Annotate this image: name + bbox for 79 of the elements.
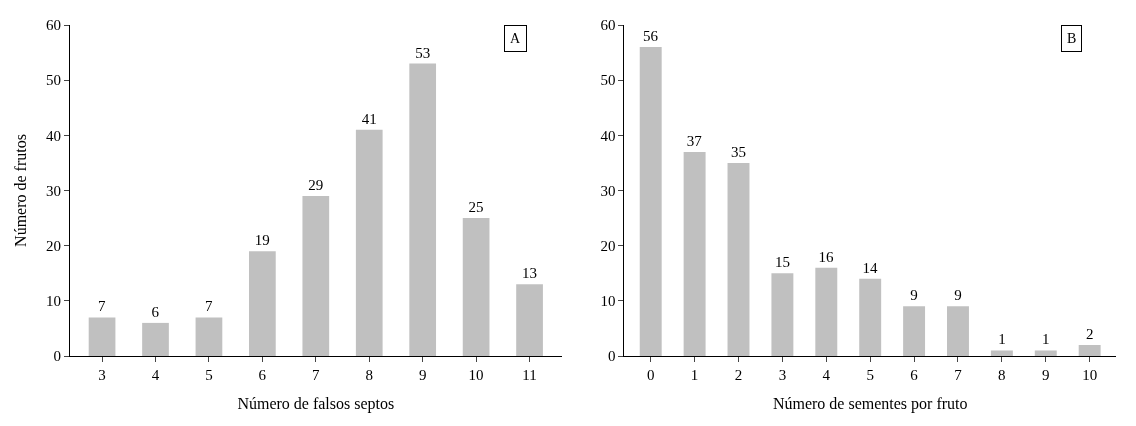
bar bbox=[947, 306, 969, 356]
x-tick-label: 0 bbox=[646, 367, 655, 383]
data-label: 1 bbox=[998, 331, 1006, 348]
bar bbox=[142, 322, 169, 356]
bar bbox=[639, 47, 662, 356]
y-tick-label: 10 bbox=[46, 293, 61, 310]
bar bbox=[1034, 350, 1057, 356]
x-tick-label: 4 bbox=[822, 367, 831, 383]
x-tick-label: 11 bbox=[522, 367, 537, 383]
bar bbox=[88, 317, 116, 356]
y-tick-label: 20 bbox=[600, 237, 616, 254]
data-label: 6 bbox=[151, 303, 160, 320]
x-tick-label: 6 bbox=[910, 367, 919, 383]
x-tick-label: 7 bbox=[954, 367, 963, 383]
data-label: 9 bbox=[954, 287, 962, 304]
data-label: 7 bbox=[204, 298, 213, 315]
data-label: 53 bbox=[415, 44, 431, 61]
bar bbox=[683, 151, 706, 356]
bar bbox=[462, 218, 490, 356]
x-tick-label: 8 bbox=[365, 367, 373, 383]
bar bbox=[302, 196, 330, 356]
x-tick-label: 7 bbox=[312, 367, 321, 383]
bar bbox=[859, 278, 882, 356]
y-tick-label: 60 bbox=[600, 17, 616, 34]
data-label: 25 bbox=[468, 199, 484, 216]
y-tick-label: 20 bbox=[46, 237, 61, 254]
x-tick-label: 2 bbox=[734, 367, 743, 383]
x-tick-label: 5 bbox=[866, 367, 874, 383]
y-tick-label: 10 bbox=[600, 293, 616, 310]
data-label: 37 bbox=[686, 132, 703, 149]
bar bbox=[815, 267, 838, 356]
x-tick-label: 4 bbox=[151, 367, 160, 383]
x-tick-label: 10 bbox=[1082, 367, 1098, 383]
bar bbox=[727, 162, 750, 356]
x-tick-label: 1 bbox=[690, 367, 699, 383]
bar bbox=[195, 317, 223, 356]
data-label: 14 bbox=[862, 259, 878, 276]
y-tick-label: 0 bbox=[607, 348, 616, 365]
bar bbox=[355, 129, 383, 356]
y-tick-label: 40 bbox=[46, 127, 61, 144]
y-tick-label: 60 bbox=[46, 17, 61, 34]
data-label: 19 bbox=[254, 232, 270, 249]
bar bbox=[409, 63, 437, 356]
annotation: A bbox=[510, 31, 521, 46]
x-axis-title: Número de sementes por fruto bbox=[772, 394, 968, 413]
y-tick-label: 30 bbox=[600, 182, 616, 199]
x-tick-label: 6 bbox=[258, 367, 267, 383]
bar bbox=[249, 251, 276, 356]
bar bbox=[1078, 344, 1101, 356]
x-axis-title: Número de falsos septos bbox=[237, 394, 395, 413]
bar bbox=[990, 350, 1013, 356]
x-tick-label: 9 bbox=[1042, 367, 1050, 383]
y-tick-label: 50 bbox=[600, 72, 616, 89]
data-label: 29 bbox=[308, 177, 324, 194]
y-axis-title: Número de frutos bbox=[11, 134, 29, 247]
data-label: 56 bbox=[642, 28, 659, 45]
data-label: 9 bbox=[910, 287, 918, 304]
x-tick-label: 8 bbox=[998, 367, 1006, 383]
data-label: 7 bbox=[98, 298, 107, 315]
bar bbox=[516, 284, 543, 356]
x-tick-label: 5 bbox=[205, 367, 213, 383]
data-label: 2 bbox=[1085, 325, 1094, 342]
x-tick-label: 3 bbox=[98, 367, 106, 383]
data-label: 15 bbox=[774, 254, 790, 271]
annotation: B bbox=[1067, 31, 1077, 46]
data-label: 16 bbox=[818, 248, 835, 265]
y-tick-label: 0 bbox=[53, 348, 61, 365]
data-label: 1 bbox=[1042, 331, 1050, 348]
data-label: 13 bbox=[522, 265, 538, 282]
data-label: 35 bbox=[731, 143, 747, 160]
x-tick-label: 9 bbox=[418, 367, 427, 383]
x-tick-label: 10 bbox=[468, 367, 484, 383]
bar bbox=[903, 306, 926, 356]
data-label: 41 bbox=[361, 110, 377, 127]
x-tick-label: 3 bbox=[778, 367, 787, 383]
y-tick-label: 50 bbox=[46, 72, 61, 89]
bar bbox=[771, 273, 794, 356]
y-tick-label: 30 bbox=[46, 182, 61, 199]
y-tick-label: 40 bbox=[600, 127, 616, 144]
